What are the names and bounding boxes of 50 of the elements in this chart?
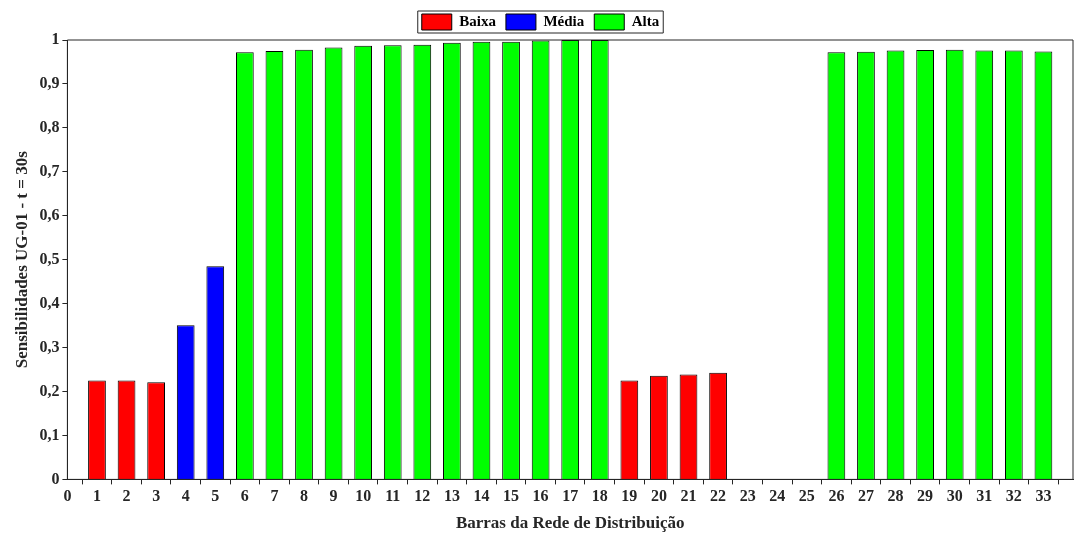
x-tick-label: 5 bbox=[211, 487, 220, 505]
x-tick-label: 4 bbox=[181, 487, 190, 505]
x-tick-label: 20 bbox=[650, 487, 667, 505]
x-tick-label: 29 bbox=[917, 487, 934, 505]
x-tick-label: 23 bbox=[739, 487, 756, 505]
y-tick-label: 0,2 bbox=[39, 381, 60, 399]
x-tick-label: 25 bbox=[798, 487, 815, 505]
x-tick-label: 11 bbox=[385, 487, 401, 505]
x-tick-label: 27 bbox=[857, 487, 874, 505]
y-tick-label: 0,9 bbox=[39, 74, 60, 92]
legend-label: Média bbox=[543, 12, 585, 29]
x-tick-label: 14 bbox=[473, 487, 490, 505]
x-tick-label: 28 bbox=[887, 487, 904, 505]
legend-label: Baixa bbox=[459, 12, 497, 29]
y-tick-label: 0,8 bbox=[39, 118, 60, 136]
x-tick-label: 8 bbox=[300, 487, 309, 505]
x-tick-label: 17 bbox=[562, 487, 579, 505]
y-tick-label: 0,1 bbox=[39, 425, 60, 443]
x-tick-label: 1 bbox=[92, 487, 101, 505]
x-tick-label: 6 bbox=[240, 487, 249, 505]
x-axis-title: Barras da Rede de Distribuição bbox=[455, 513, 685, 533]
x-tick-label: 7 bbox=[270, 487, 279, 505]
legend-label: Alta bbox=[631, 12, 660, 29]
y-tick-label: 0,6 bbox=[39, 205, 60, 223]
x-tick-label: 12 bbox=[414, 487, 431, 505]
x-tick-label: 16 bbox=[532, 487, 549, 505]
x-tick-label: 2 bbox=[122, 487, 131, 505]
x-tick-label: 22 bbox=[710, 487, 727, 505]
y-tick-label: 1 bbox=[51, 30, 60, 48]
y-tick-label: 0,7 bbox=[39, 161, 60, 179]
x-tick-label: 15 bbox=[503, 487, 520, 505]
x-tick-label: 33 bbox=[1035, 487, 1052, 505]
y-tick-label: 0,4 bbox=[39, 293, 60, 311]
y-tick-label: 0,5 bbox=[39, 249, 60, 267]
y-tick-label: 0,3 bbox=[39, 337, 60, 355]
x-tick-label: 13 bbox=[443, 487, 460, 505]
x-tick-label: 10 bbox=[355, 487, 372, 505]
y-tick-label: 0 bbox=[51, 469, 60, 487]
x-tick-label: 26 bbox=[828, 487, 845, 505]
x-tick-label: 0 bbox=[63, 487, 72, 505]
y-axis-title: Sensibilidades UG-01 - t = 30s bbox=[11, 150, 31, 369]
x-tick-label: 31 bbox=[976, 487, 993, 505]
x-tick-label: 18 bbox=[591, 487, 608, 505]
x-tick-label: 3 bbox=[152, 487, 161, 505]
x-tick-label: 30 bbox=[946, 487, 963, 505]
x-tick-label: 9 bbox=[329, 487, 338, 505]
x-tick-label: 19 bbox=[621, 487, 638, 505]
x-tick-label: 21 bbox=[680, 487, 697, 505]
x-tick-label: 24 bbox=[769, 487, 786, 505]
x-tick-label: 32 bbox=[1005, 487, 1022, 505]
